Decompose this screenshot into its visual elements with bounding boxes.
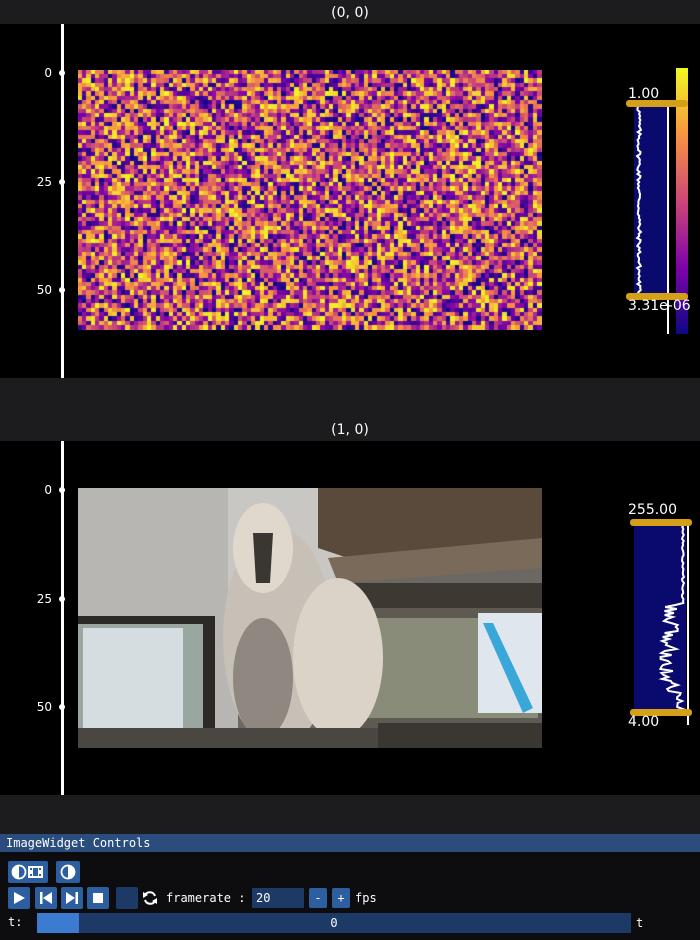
- y-tick-25: [59, 179, 65, 185]
- loop-checkbox[interactable]: [116, 887, 138, 909]
- histogram-lut-0[interactable]: [622, 66, 694, 338]
- hist-max-handle: [626, 100, 688, 107]
- auto-contrast-all-button[interactable]: [8, 861, 48, 883]
- noise-image[interactable]: [78, 70, 542, 330]
- framerate-label: framerate :: [166, 891, 246, 905]
- y-tick-label: 50: [36, 283, 52, 297]
- video-frame-image[interactable]: [78, 488, 542, 748]
- histogram-lut-1[interactable]: [622, 513, 694, 725]
- colorbar: [676, 68, 688, 334]
- y-tick-50: [59, 287, 65, 293]
- play-icon: [14, 892, 25, 904]
- fps-label: fps: [355, 891, 377, 905]
- subplot-1[interactable]: 0 25 50 255.00 4.00: [0, 441, 700, 795]
- minus-label: -: [314, 891, 322, 905]
- step-forward-icon: [66, 892, 78, 904]
- hist-min-handle: [630, 709, 692, 716]
- image-widget-controls: ImageWidget Controls framerate :: [0, 834, 700, 940]
- t-label: t:: [8, 915, 23, 929]
- stop-icon: [93, 893, 103, 903]
- t-slider[interactable]: 0: [37, 913, 631, 933]
- t-slider-grab[interactable]: [37, 913, 79, 933]
- y-tick-0: [59, 70, 65, 76]
- framerate-decrement-button[interactable]: -: [309, 888, 327, 908]
- y-tick-label: 50: [36, 700, 52, 714]
- hist-curve: [658, 522, 686, 714]
- hist-max-label: 255.00: [628, 502, 677, 518]
- plus-label: +: [337, 891, 345, 905]
- play-button[interactable]: [8, 887, 30, 909]
- y-tick-25: [59, 596, 65, 602]
- step-back-icon: [40, 892, 52, 904]
- contrast-icon: [60, 864, 76, 880]
- contrast-film-icon: [11, 864, 43, 880]
- y-tick-label: 0: [44, 66, 52, 80]
- hist-max-label: 1.00: [628, 86, 660, 102]
- y-tick-label: 0: [44, 483, 52, 497]
- stop-button[interactable]: [87, 887, 109, 909]
- hist-max-handle: [630, 519, 692, 526]
- step-back-button[interactable]: [35, 887, 57, 909]
- y-tick-label: 25: [36, 592, 52, 606]
- y-axis-0: [61, 24, 64, 378]
- loop-icon: [143, 891, 157, 905]
- subplot-title-1: (1, 0): [331, 422, 369, 438]
- hist-curve: [635, 105, 643, 295]
- hist-min-label: 3.31e-06: [628, 298, 691, 314]
- framerate-input[interactable]: 20: [252, 888, 304, 908]
- hist-fill: [634, 525, 686, 713]
- y-axis-1: [61, 441, 64, 795]
- hist-min-label: 4.00: [628, 714, 660, 730]
- hist-min-handle: [626, 293, 688, 300]
- y-tick-0: [59, 487, 65, 493]
- y-tick-50: [59, 704, 65, 710]
- subplot-0[interactable]: 0 25 50 1.00 3.31e-06: [0, 24, 700, 378]
- subplot-title-0: (0, 0): [331, 5, 369, 21]
- t-value: 0: [330, 916, 338, 930]
- framerate-increment-button[interactable]: +: [332, 888, 350, 908]
- auto-contrast-button[interactable]: [56, 861, 80, 883]
- step-forward-button[interactable]: [61, 887, 83, 909]
- y-tick-label: 25: [36, 175, 52, 189]
- t-end-label: t: [636, 916, 644, 930]
- controls-title: ImageWidget Controls: [0, 834, 700, 852]
